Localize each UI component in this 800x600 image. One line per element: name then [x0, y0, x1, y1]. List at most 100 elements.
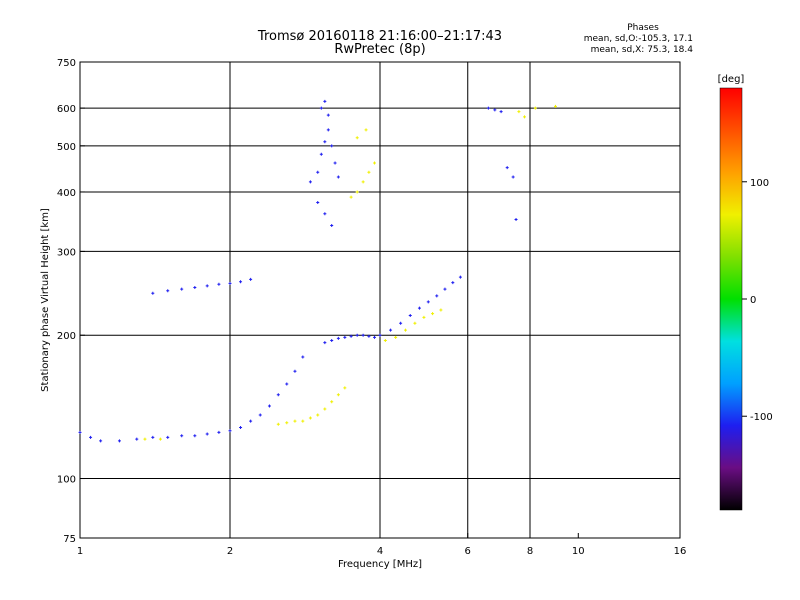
data-point [431, 312, 435, 316]
data-point [367, 334, 371, 338]
gridlines [80, 62, 680, 538]
data-point [355, 333, 359, 337]
data-point [151, 435, 155, 439]
data-point [408, 314, 412, 318]
colorbar: [deg] 100 0 -100 [718, 74, 773, 511]
data-point [389, 328, 393, 332]
plot-area: 1 2 4 6 8 10 16 750 600 500 400 300 200 100 75 [57, 58, 686, 557]
data-point [367, 170, 371, 174]
data-point [205, 432, 209, 436]
data-point [276, 393, 280, 397]
data-point [151, 291, 155, 295]
data-point [316, 170, 320, 174]
x-tick-label: 10 [572, 546, 585, 557]
x-axis-ticks: 1 2 4 6 8 10 16 [77, 533, 687, 557]
data-point [330, 338, 334, 342]
data-point [228, 281, 232, 285]
data-point [285, 382, 289, 386]
data-point [336, 175, 340, 179]
data-point [349, 195, 353, 199]
y-tick-label: 400 [57, 188, 76, 199]
data-point [378, 333, 382, 337]
data-point [316, 413, 320, 417]
data-point [135, 437, 139, 441]
data-point [417, 306, 421, 310]
data-point [267, 404, 271, 408]
colorbar-tick-label: 0 [750, 295, 756, 306]
x-tick-label: 4 [377, 546, 383, 557]
data-point [361, 180, 365, 184]
data-point [193, 285, 197, 289]
data-point [323, 99, 327, 103]
data-point [323, 140, 327, 144]
data-point [326, 113, 330, 117]
colorbar-label: [deg] [718, 74, 745, 85]
data-point [205, 284, 209, 288]
y-tick-label: 200 [57, 331, 76, 342]
data-point [308, 180, 312, 184]
data-point [217, 430, 221, 434]
data-point [451, 281, 455, 285]
data-point [422, 315, 426, 319]
data-point [319, 106, 323, 110]
data-point [158, 437, 162, 441]
data-point [301, 355, 305, 359]
data-point [326, 128, 330, 132]
data-point [239, 280, 243, 284]
data-point [364, 128, 368, 132]
data-point [330, 224, 334, 228]
data-point [316, 201, 320, 205]
data-point [399, 321, 403, 325]
x-tick-label: 8 [527, 546, 533, 557]
data-point [217, 282, 221, 286]
data-point [323, 341, 327, 345]
data-point [180, 434, 184, 438]
y-tick-label: 100 [57, 475, 76, 486]
x-axis-label: Frequency [MHz] [338, 559, 422, 570]
data-point [517, 110, 521, 114]
data-point [511, 175, 515, 179]
colorbar-scale [719, 87, 743, 511]
data-point [443, 287, 447, 291]
data-point [166, 435, 170, 439]
data-point [143, 437, 147, 441]
data-point [249, 419, 253, 423]
data-point [505, 166, 509, 170]
data-point [330, 144, 334, 148]
data-point [336, 336, 340, 340]
y-tick-label: 75 [63, 534, 76, 545]
data-point [301, 419, 305, 423]
colorbar-ticks: 100 0 -100 [742, 178, 773, 423]
data-point [293, 369, 297, 373]
stats-line-x: mean, sd,X: 75.3, 18.4 [591, 45, 694, 55]
data-point [553, 104, 557, 108]
y-axis-label: Stationary phase Virtual Height [km] [40, 208, 51, 392]
data-points [78, 99, 557, 443]
data-point [308, 416, 312, 420]
data-point [330, 400, 334, 404]
data-point [276, 422, 280, 426]
data-point [499, 110, 503, 114]
data-point [343, 335, 347, 339]
data-point [394, 335, 398, 339]
y-tick-label: 300 [57, 247, 76, 258]
y-tick-label: 750 [57, 58, 76, 69]
y-axis-ticks: 750 600 500 400 300 200 100 75 [57, 58, 85, 545]
data-point [373, 335, 377, 339]
y-tick-label: 600 [57, 104, 76, 115]
data-point [413, 321, 417, 325]
data-point [249, 277, 253, 281]
data-point [180, 287, 184, 291]
data-point [285, 421, 289, 425]
data-point [383, 338, 387, 342]
data-point [117, 439, 121, 443]
data-point [319, 152, 323, 156]
data-point [78, 430, 82, 434]
data-point [435, 294, 439, 298]
data-point [166, 289, 170, 293]
x-tick-label: 2 [227, 546, 233, 557]
stats-line-o: mean, sd,O:-105.3, 17.1 [584, 34, 693, 44]
data-point [323, 407, 327, 411]
data-point [193, 434, 197, 438]
x-tick-label: 16 [674, 546, 687, 557]
